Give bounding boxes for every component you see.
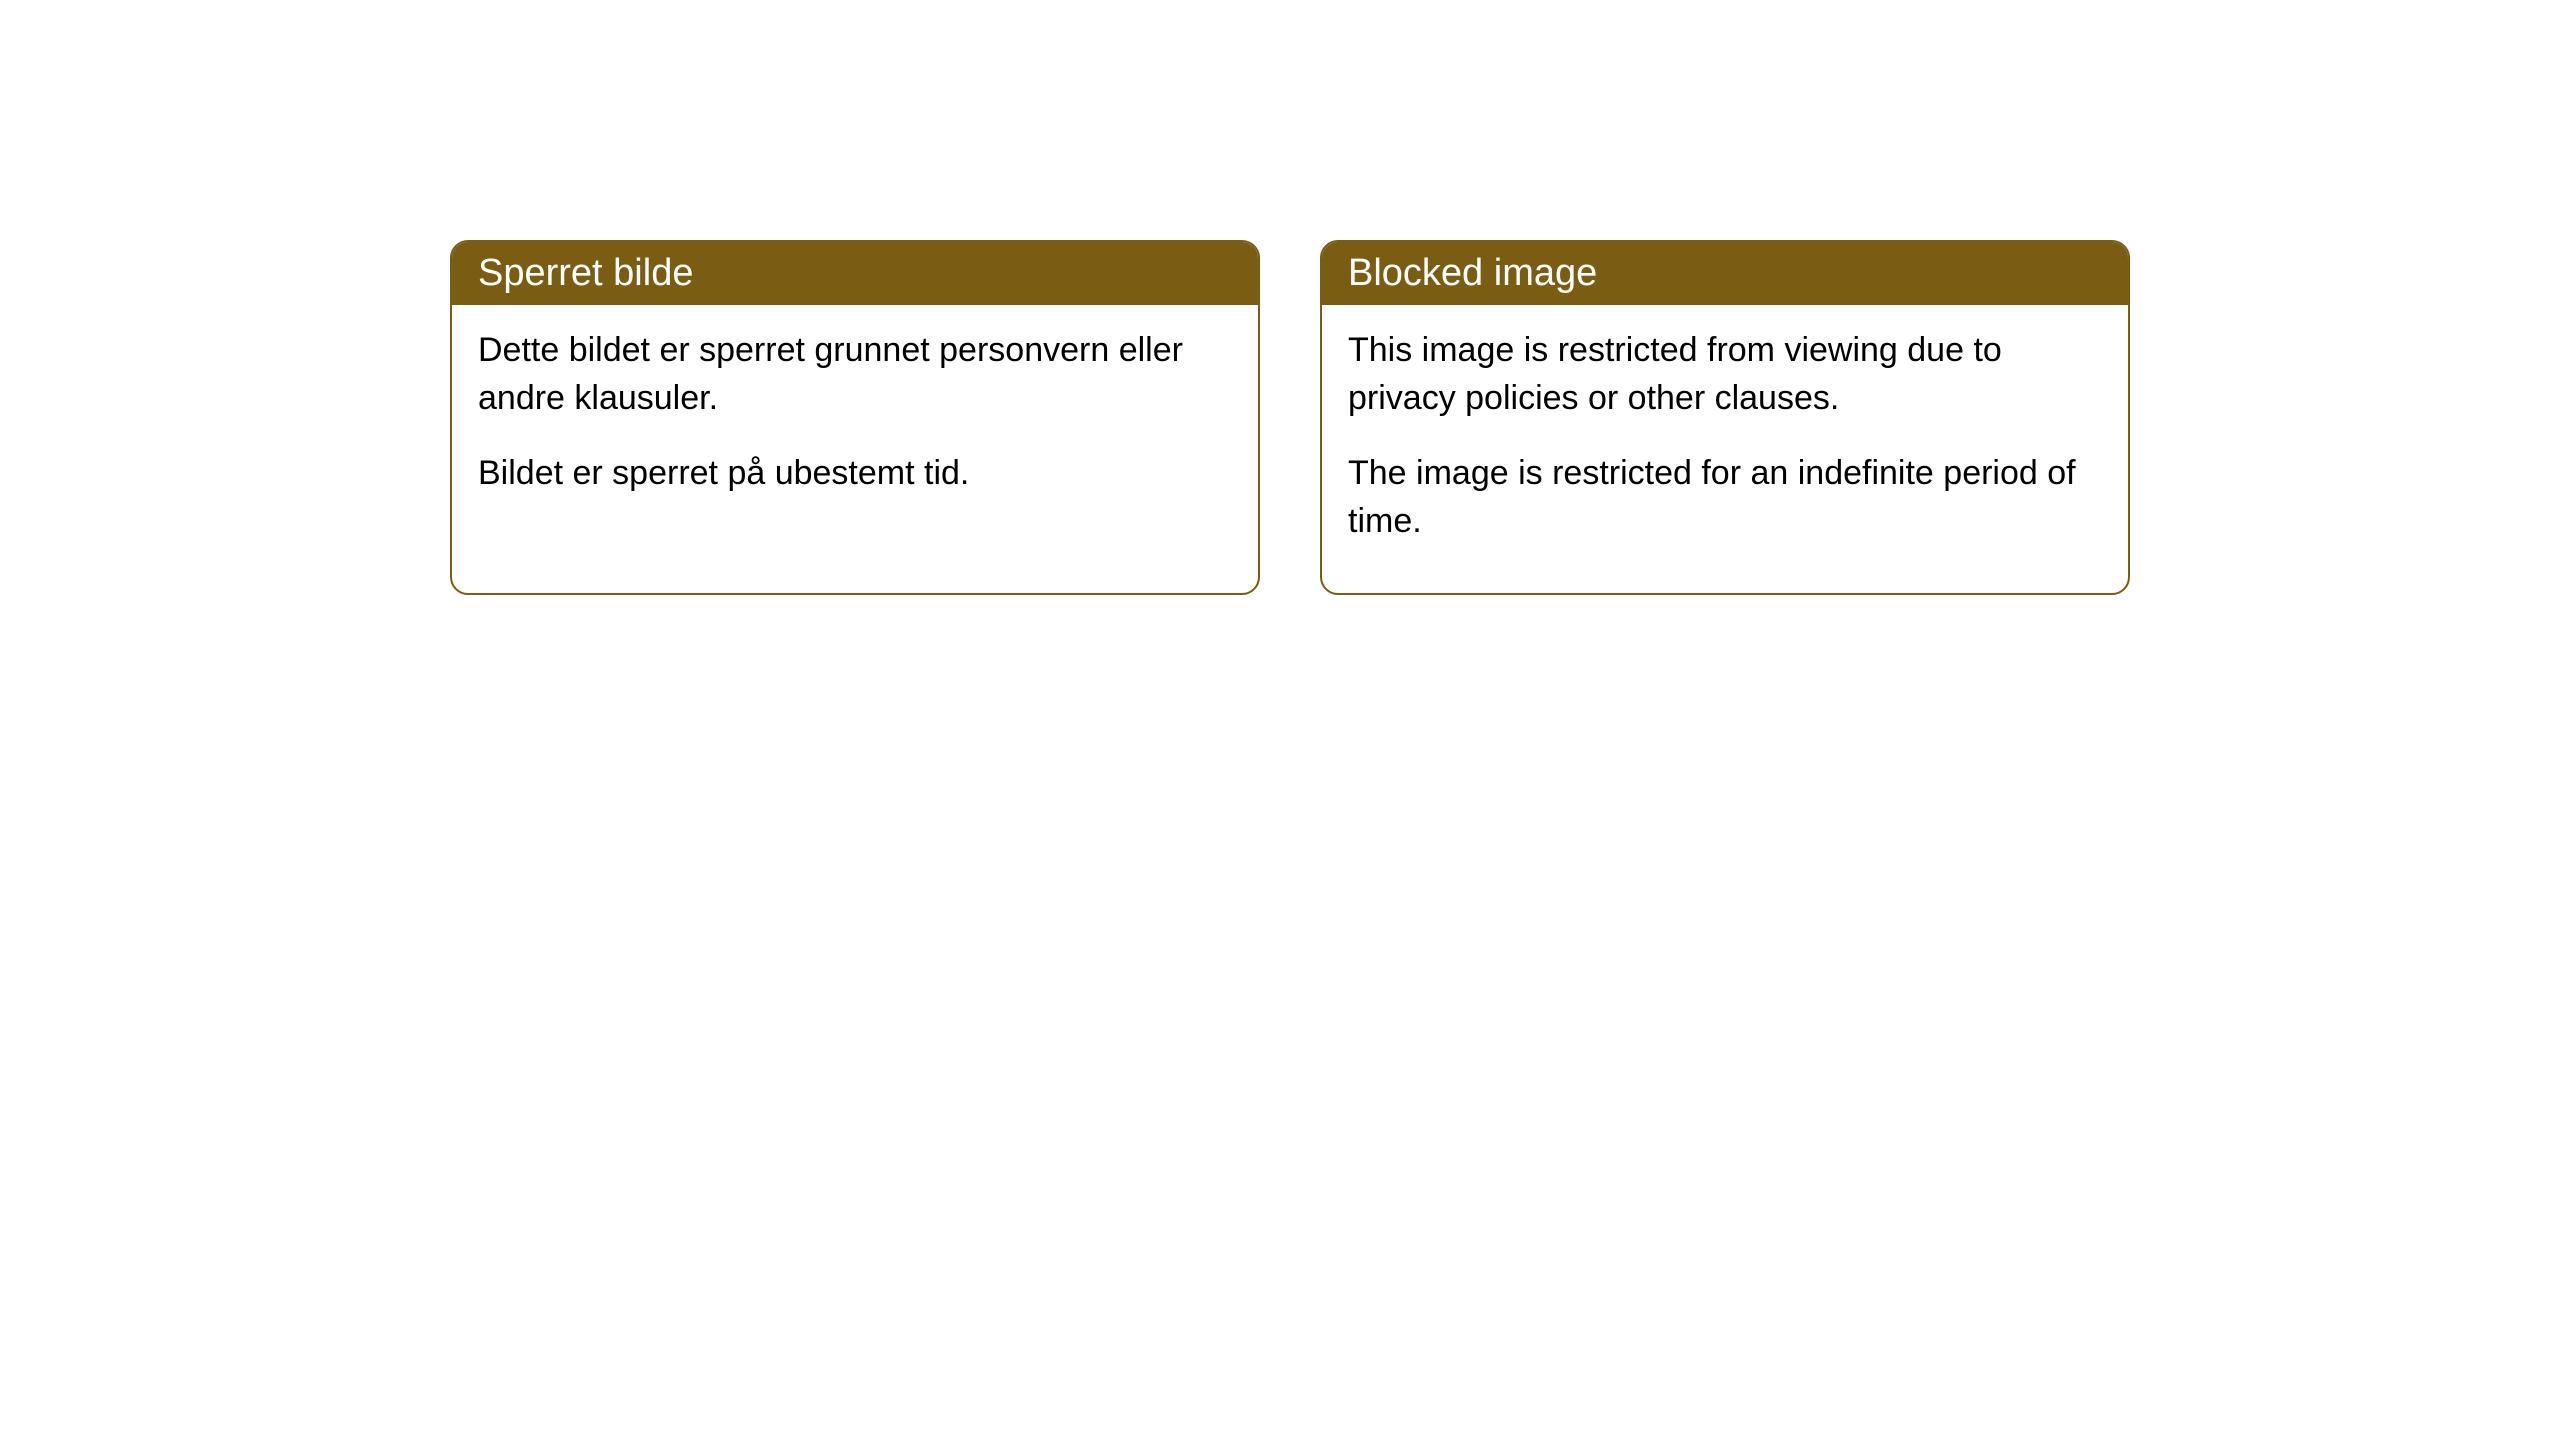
card-paragraph: The image is restricted for an indefinit… (1348, 450, 2102, 545)
cards-container: Sperret bilde Dette bildet er sperret gr… (450, 240, 2130, 595)
card-header: Sperret bilde (452, 242, 1258, 305)
card-title: Blocked image (1348, 252, 1597, 294)
card-norwegian: Sperret bilde Dette bildet er sperret gr… (450, 240, 1260, 595)
card-english: Blocked image This image is restricted f… (1320, 240, 2130, 595)
card-header: Blocked image (1322, 242, 2128, 305)
card-body: This image is restricted from viewing du… (1322, 305, 2128, 593)
card-paragraph: This image is restricted from viewing du… (1348, 327, 2102, 422)
card-body: Dette bildet er sperret grunnet personve… (452, 305, 1258, 546)
card-paragraph: Bildet er sperret på ubestemt tid. (478, 450, 1232, 498)
card-paragraph: Dette bildet er sperret grunnet personve… (478, 327, 1232, 422)
card-title: Sperret bilde (478, 252, 693, 294)
